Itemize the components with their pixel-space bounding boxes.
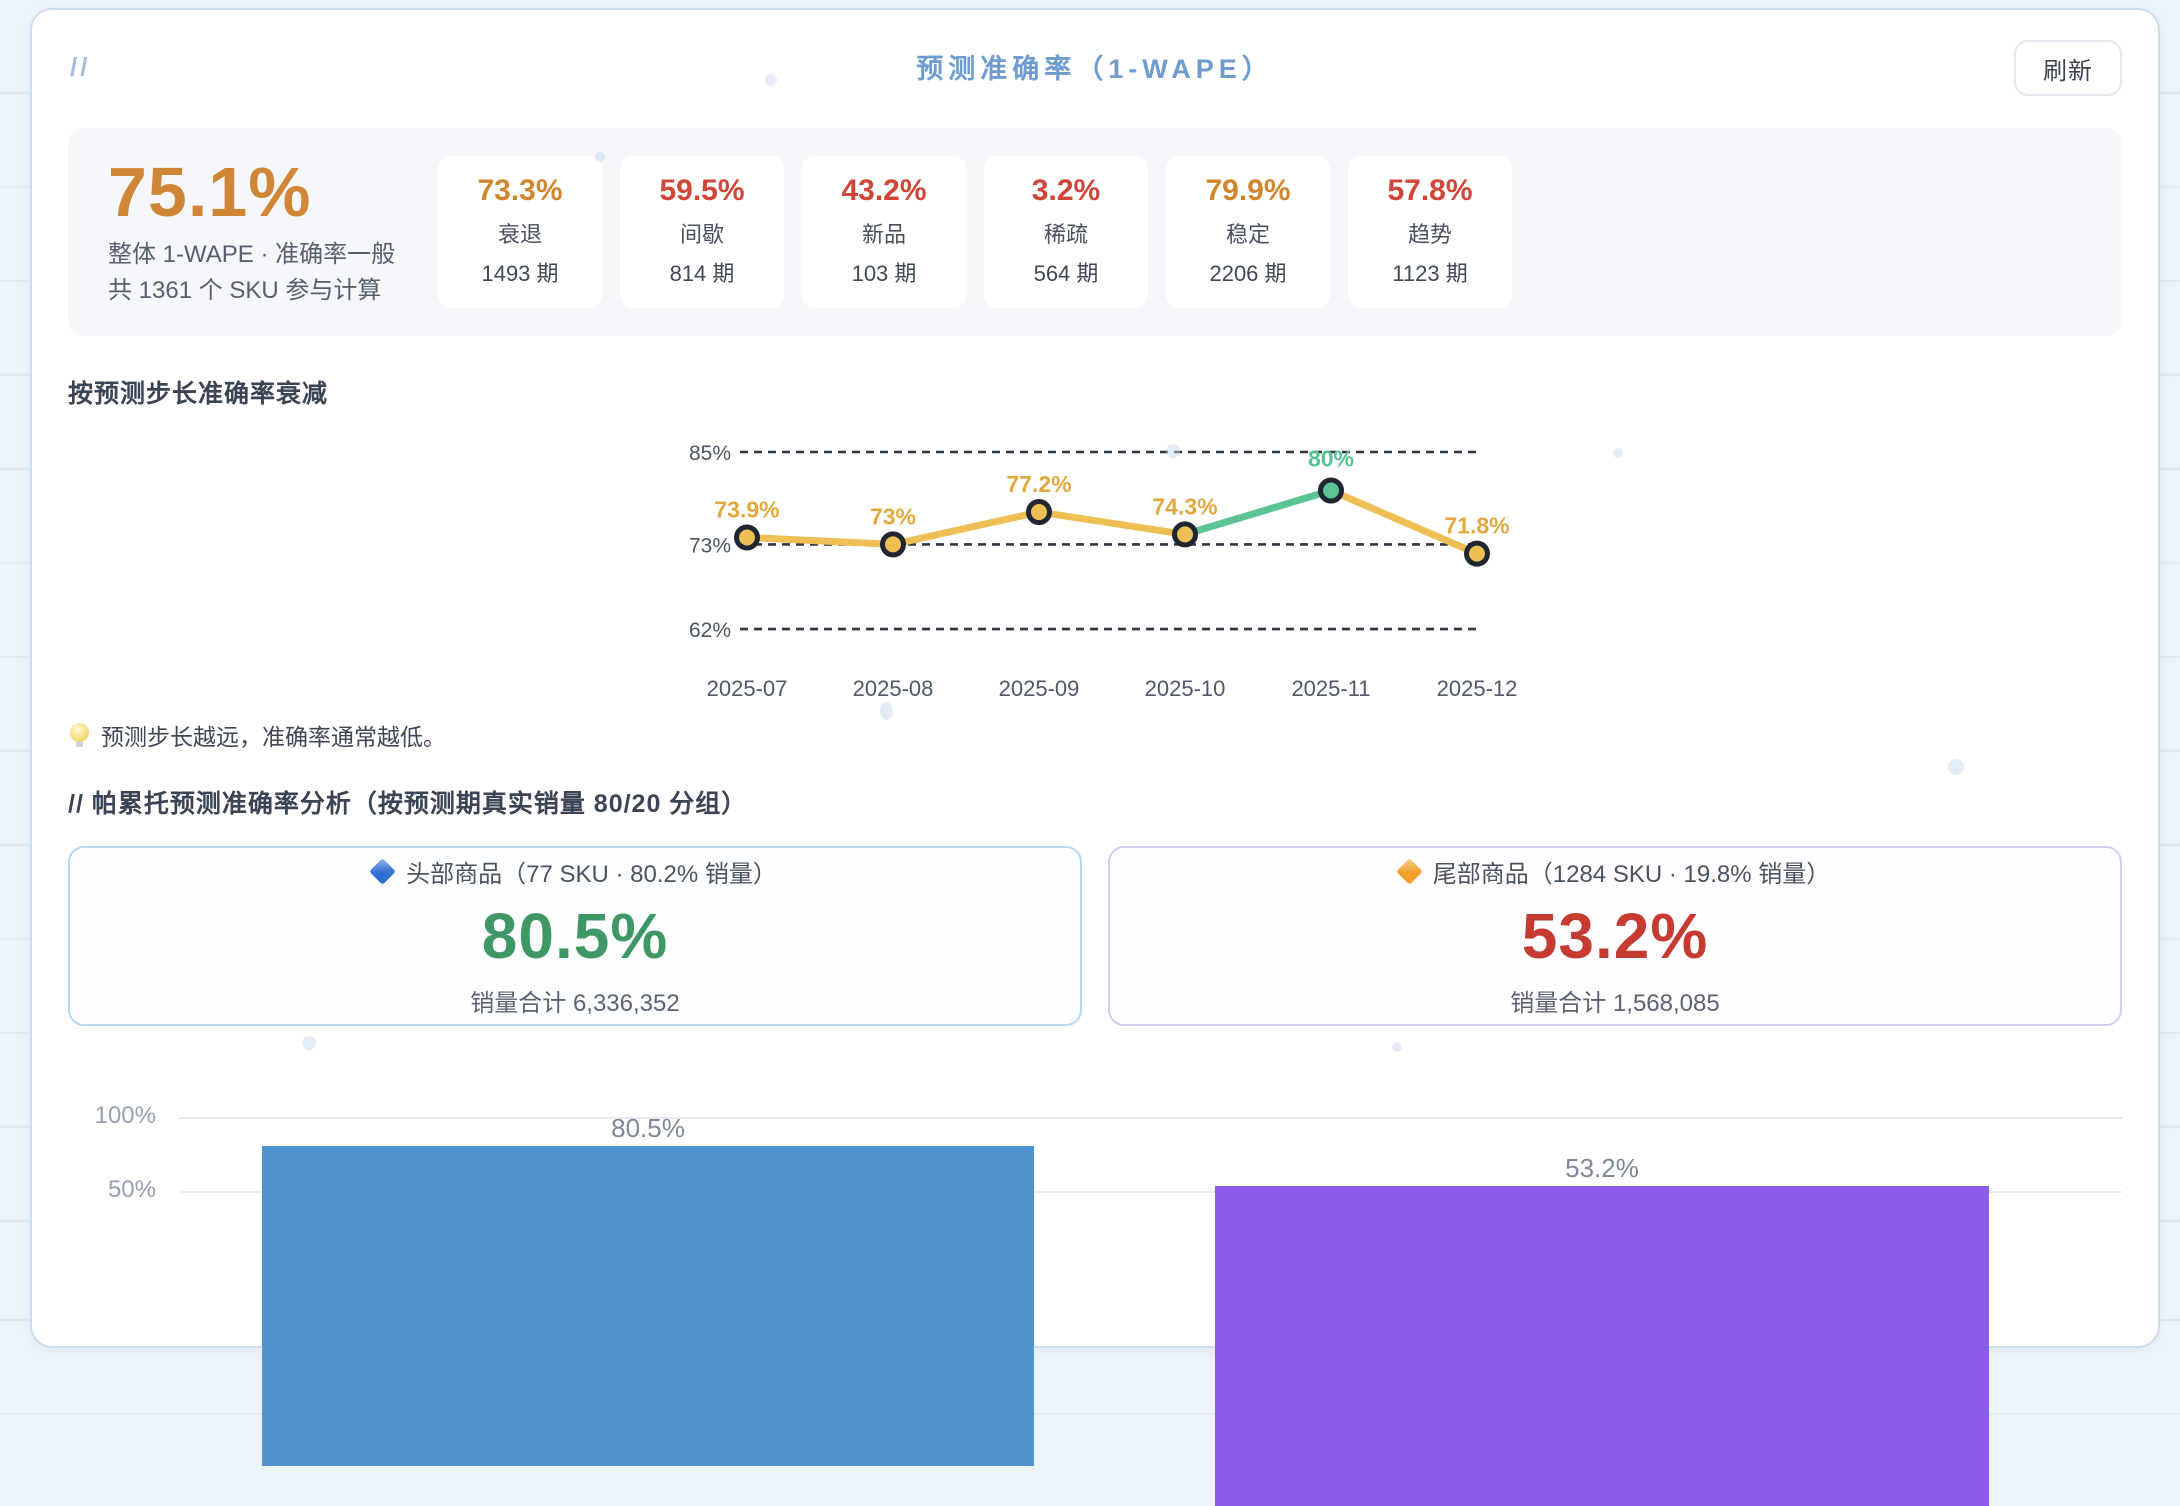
decorative-dot	[595, 152, 605, 162]
segment-card: 79.9% 稳定 2206 期	[1166, 156, 1330, 308]
segment-card: 73.3% 衰退 1493 期	[438, 156, 602, 308]
segment-count: 1493 期	[481, 261, 559, 286]
svg-text:85%: 85%	[689, 442, 731, 465]
head-products-card: 头部商品（77 SKU · 80.2% 销量） 80.5% 销量合计 6,336…	[68, 846, 1082, 1026]
segment-card: 59.5% 间歇 814 期	[620, 156, 784, 308]
svg-text:73.9%: 73.9%	[714, 496, 779, 522]
head-sales-total: 销量合计 6,336,352	[470, 990, 680, 1017]
decorative-dot	[1392, 1042, 1402, 1052]
tail-accuracy-value: 53.2%	[1521, 900, 1709, 972]
svg-text:62%: 62%	[689, 619, 731, 642]
lightbulb-icon	[70, 722, 89, 747]
header-slashes: //	[70, 52, 91, 82]
svg-text:2025-08: 2025-08	[853, 676, 934, 701]
svg-text:73%: 73%	[870, 503, 916, 529]
kpi-overall-block: 75.1% 整体 1-WAPE · 准确率一般 共 1361 个 SKU 参与计…	[108, 157, 438, 308]
kpi-panel: 75.1% 整体 1-WAPE · 准确率一般 共 1361 个 SKU 参与计…	[68, 128, 2122, 336]
refresh-button[interactable]: 刷新	[2014, 40, 2122, 96]
segment-count: 2206 期	[1209, 261, 1287, 286]
svg-text:77.2%: 77.2%	[1006, 471, 1071, 497]
pareto-heading: // 帕累托预测准确率分析（按预测期真实销量 80/20 分组）	[68, 790, 748, 818]
svg-text:2025-07: 2025-07	[707, 676, 788, 701]
blue-diamond-icon	[369, 858, 397, 885]
decorative-dot	[1166, 444, 1180, 458]
segment-count: 814 期	[669, 261, 735, 286]
bar-gridline	[178, 1117, 2122, 1119]
segment-count: 564 期	[1033, 261, 1099, 286]
svg-text:74.3%: 74.3%	[1152, 493, 1217, 519]
segment-label: 趋势	[1407, 222, 1452, 247]
overall-accuracy-desc: 整体 1-WAPE · 准确率一般	[108, 240, 396, 268]
tail-card-title: 尾部商品（1284 SKU · 19.8% 销量）	[1432, 861, 1831, 888]
segment-count: 103 期	[851, 261, 917, 286]
svg-text:73%: 73%	[689, 534, 731, 557]
segment-value: 3.2%	[1031, 174, 1101, 207]
segment-card: 3.2% 稀疏 564 期	[984, 156, 1148, 308]
overall-sku-count: 共 1361 个 SKU 参与计算	[108, 277, 382, 304]
decorative-dot	[1613, 448, 1623, 458]
bar-value-label: 53.2%	[1565, 1153, 1639, 1184]
segment-value: 43.2%	[841, 174, 927, 207]
decorative-dot	[880, 702, 893, 720]
forecast-accuracy-panel: // 预测准确率（1-WAPE） 刷新 75.1% 整体 1-WAPE · 准确…	[30, 8, 2160, 1506]
svg-text:71.8%: 71.8%	[1444, 513, 1509, 539]
segment-cards: 73.3% 衰退 1493 期 59.5% 间歇 814 期 43.2% 新品 103 期 3.2…	[438, 156, 1512, 308]
segment-value: 73.3%	[477, 174, 563, 207]
segment-card: 43.2% 新品 103 期	[802, 156, 966, 308]
tail-sales-total: 销量合计 1,568,085	[1510, 990, 1720, 1017]
segment-count: 1123 期	[1392, 261, 1468, 286]
bar-value-label: 80.5%	[611, 1112, 685, 1143]
segment-label: 稀疏	[1043, 222, 1088, 247]
svg-text:2025-11: 2025-11	[1291, 676, 1370, 701]
decay-tip: 预测步长越远，准确率通常越低。	[68, 718, 2122, 752]
bar-gridline	[178, 1191, 2122, 1193]
page-title: 预测准确率（1-WAPE）	[916, 54, 1274, 84]
overall-accuracy-value: 75.1%	[108, 152, 312, 231]
svg-text:2025-10: 2025-10	[1145, 676, 1226, 701]
decorative-dot	[1948, 759, 1964, 775]
svg-text:2025-09: 2025-09	[999, 676, 1080, 701]
bar-axis-label: 50%	[107, 1176, 156, 1203]
svg-text:80%: 80%	[1308, 446, 1354, 472]
bar-tail-products	[1215, 1186, 1989, 1506]
head-card-title: 头部商品（77 SKU · 80.2% 销量）	[406, 861, 777, 888]
bar-head-products	[262, 1145, 1034, 1466]
segment-label: 新品	[861, 222, 906, 247]
pareto-cards: 头部商品（77 SKU · 80.2% 销量） 80.5% 销量合计 6,336…	[68, 846, 2122, 1026]
segment-label: 稳定	[1225, 222, 1270, 247]
segment-card: 57.8% 趋势 1123 期	[1348, 156, 1512, 308]
tail-products-card: 尾部商品（1284 SKU · 19.8% 销量） 53.2% 销量合计 1,5…	[1108, 846, 2122, 1026]
segment-label: 间歇	[679, 222, 724, 247]
pareto-bar-chart: 100% 50% 80.5% 53.2%	[68, 1026, 2122, 1506]
svg-text:2025-12: 2025-12	[1437, 676, 1518, 701]
panel-header: // 预测准确率（1-WAPE） 刷新	[68, 40, 2122, 98]
decay-heading: 按预测步长准确率衰减	[68, 380, 329, 408]
decorative-dot	[302, 1036, 316, 1050]
segment-value: 59.5%	[659, 174, 745, 207]
bar-axis-label: 100%	[94, 1102, 156, 1129]
segment-label: 衰退	[497, 222, 542, 247]
decay-line-chart: 85% 73% 62% 73.9% 2025-07 73% 2025-08 77.2% 2025…	[68, 424, 2122, 716]
decorative-dot	[765, 74, 777, 86]
segment-value: 57.8%	[1387, 174, 1473, 207]
head-accuracy-value: 80.5%	[481, 900, 669, 972]
orange-diamond-icon	[1395, 858, 1423, 885]
segment-value: 79.9%	[1205, 174, 1291, 207]
decay-tip-text: 预测步长越远，准确率通常越低。	[101, 724, 446, 750]
